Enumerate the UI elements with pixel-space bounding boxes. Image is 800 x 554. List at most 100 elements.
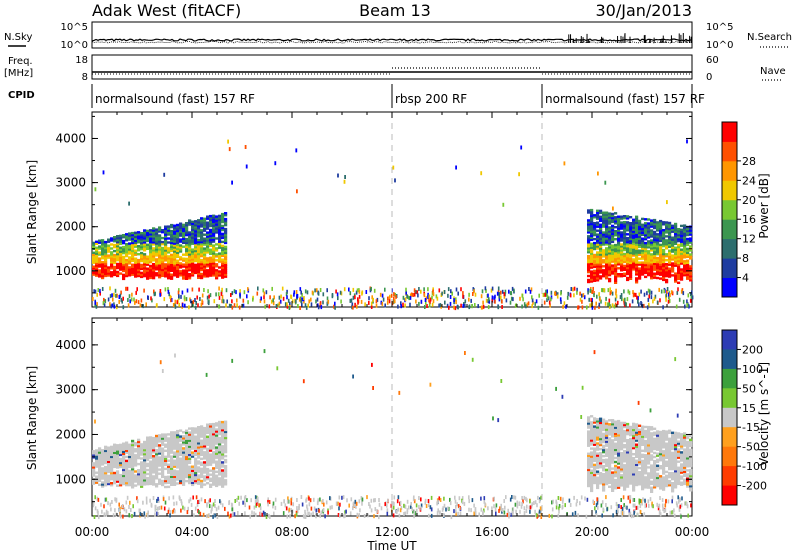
ground-cell [236,303,238,308]
echo-cell [134,474,138,477]
echo-cell [605,450,609,453]
echo-cell [191,230,195,233]
echo-cell [629,444,633,447]
echo-cell [662,480,666,483]
echo-cell [170,451,174,454]
echo-cell [671,461,675,465]
echo-cell [167,259,171,262]
echo-cell [662,233,666,236]
echo-cell [224,460,228,464]
echo-cell [131,249,135,253]
ground-cell [605,503,607,507]
echo-cell [605,255,609,258]
echo-cell [191,443,195,446]
echo-cell [680,443,684,446]
echo-cell [200,427,204,430]
echo-cell [197,440,201,443]
echo-cell [116,235,120,238]
ground-cell [614,302,617,307]
echo-cell [590,429,594,432]
echo-cell [629,454,633,457]
echo-cell [92,253,96,256]
echo-cell [143,257,147,260]
echo-cell [605,271,609,274]
echo-cell [125,239,129,242]
echo-cell [674,240,678,243]
ground-cell [424,305,426,309]
echo-cell [659,457,663,460]
echo-cell [656,260,660,264]
echo-cell [629,231,633,235]
echo-cell [590,477,594,480]
echo-cell [113,471,117,475]
echo-cell [179,262,183,265]
echo-cell [92,482,96,485]
echo-cell [119,262,123,265]
echo-cell [617,263,621,266]
echo-cell [197,223,201,226]
echo-cell [617,444,621,447]
echo-cell [602,235,606,238]
echo-cell [641,429,645,432]
echo-cell [194,451,198,454]
echo-cell [629,468,633,471]
echo-cell [593,447,597,450]
echo-cell [596,444,600,447]
echo-cell [221,435,225,438]
echo-cell [176,229,180,233]
echo-cell [200,469,204,473]
echo-cell [587,270,591,274]
echo-cell [137,253,141,256]
echo-cell [614,422,618,425]
ground-cell [116,305,118,310]
echo-cell [170,479,174,482]
echo-cell [200,445,204,448]
echo-cell [185,439,189,442]
echo-cell [152,463,156,466]
echo-cell [623,223,627,226]
echo-cell [194,220,198,223]
echo-cell [653,226,657,230]
echo-cell [614,472,618,476]
echo-cell [689,269,693,272]
echo-cell [596,215,600,218]
echo-cell [206,215,210,218]
echo-cell [104,260,108,264]
echo-cell [677,472,681,475]
echo-cell [629,255,633,259]
ground-cell [169,294,171,299]
echo-cell [146,267,150,270]
echo-cell [149,460,153,463]
echo-cell [602,273,606,276]
ground-cell [293,292,295,297]
echo-cell [632,487,636,490]
echo-cell [197,272,201,276]
ground-cell [184,303,186,308]
ground-cell [623,300,626,305]
echo-cell [119,252,123,255]
echo-cell [668,437,672,440]
echo-cell [221,420,225,424]
echo-cell [644,230,648,233]
echo-cell [137,239,141,242]
ground-cell [427,287,429,292]
echo-cell [587,444,591,447]
echo-cell [215,448,219,451]
echo-cell [182,275,186,278]
echo-cell [617,245,621,248]
ground-cell [194,305,197,310]
echo-cell [209,443,213,446]
echo-cell [650,255,654,258]
echo-cell [119,457,123,461]
echo-cell [665,253,669,256]
isolated-cell [604,180,607,185]
echo-cell [641,257,645,260]
ground-cell [201,293,204,298]
echo-cell [641,437,645,440]
echo-cell [209,262,213,265]
echo-cell [101,449,105,452]
echo-cell [212,270,216,273]
echo-cell [155,272,159,275]
echo-cell [125,467,129,471]
echo-cell [194,224,198,227]
